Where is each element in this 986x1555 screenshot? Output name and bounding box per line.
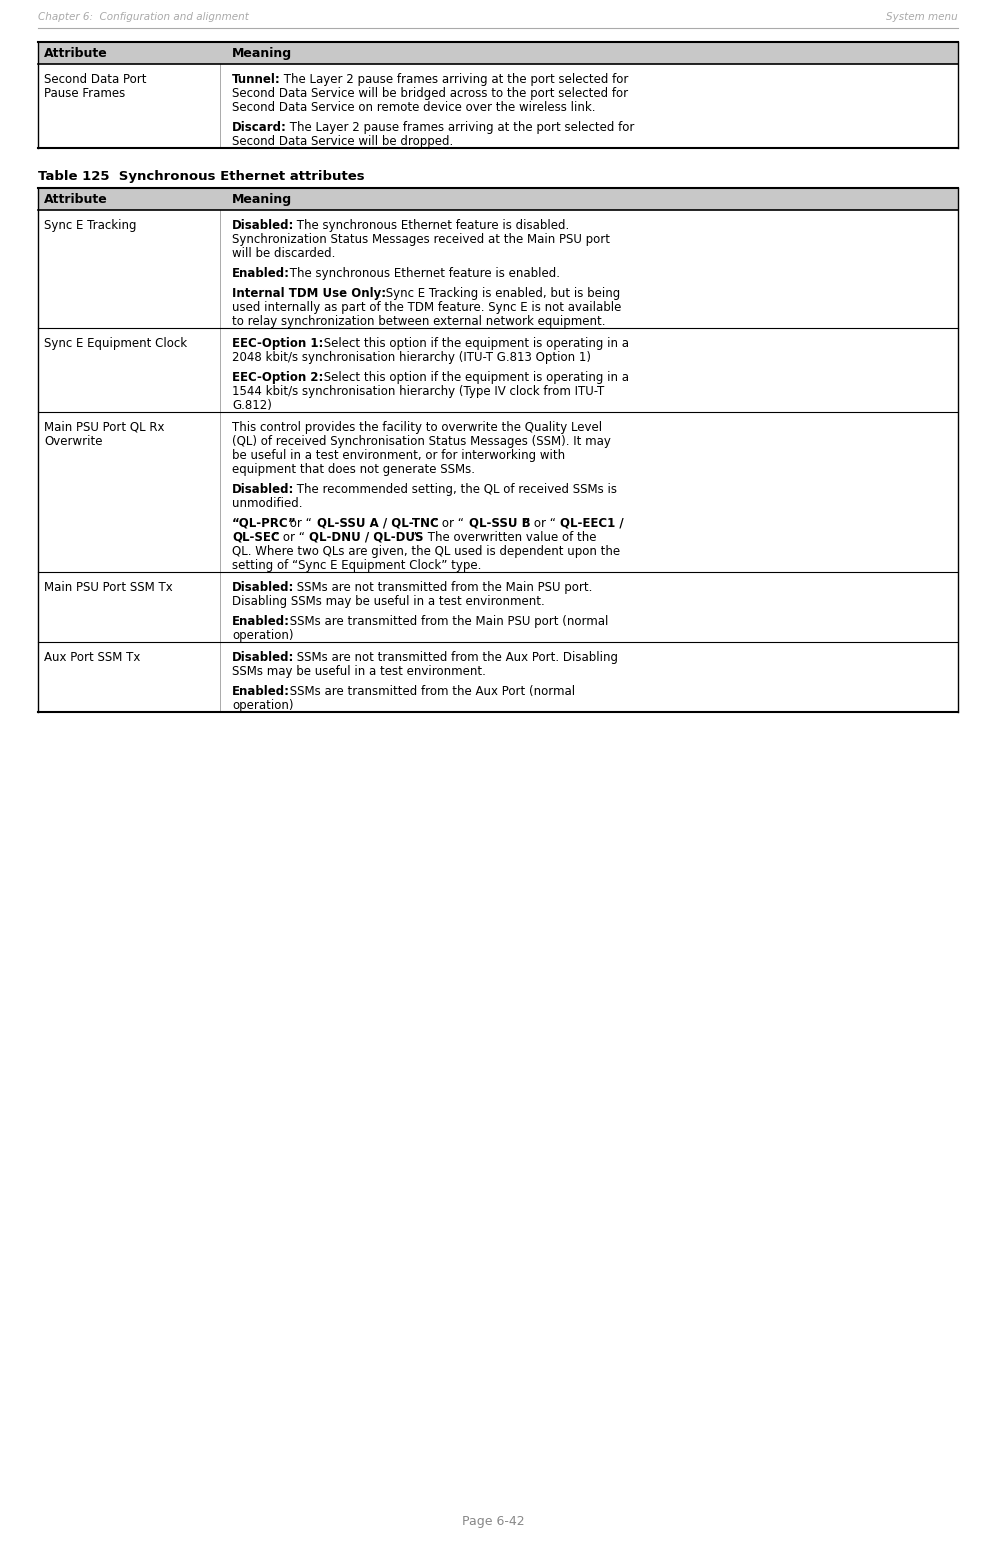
Text: unmodified.: unmodified.	[232, 498, 303, 510]
Text: Tunnel:: Tunnel:	[232, 73, 281, 86]
Text: Enabled:: Enabled:	[232, 686, 290, 698]
Text: ” or “: ” or “	[433, 516, 464, 530]
Text: EEC-Option 1:: EEC-Option 1:	[232, 337, 323, 350]
Text: used internally as part of the TDM feature. Sync E is not available: used internally as part of the TDM featu…	[232, 302, 621, 314]
Text: equipment that does not generate SSMs.: equipment that does not generate SSMs.	[232, 463, 475, 476]
Text: Meaning: Meaning	[232, 47, 292, 61]
Text: Internal TDM Use Only:: Internal TDM Use Only:	[232, 288, 387, 300]
Text: setting of “Sync E Equipment Clock” type.: setting of “Sync E Equipment Clock” type…	[232, 558, 481, 572]
Text: EEC-Option 2:: EEC-Option 2:	[232, 372, 323, 384]
Text: SSMs may be useful in a test environment.: SSMs may be useful in a test environment…	[232, 666, 486, 678]
Text: Second Data Service will be dropped.: Second Data Service will be dropped.	[232, 135, 454, 148]
Text: QL-EEC1 /: QL-EEC1 /	[560, 516, 624, 530]
Text: Enabled:: Enabled:	[232, 614, 290, 628]
Text: The Layer 2 pause frames arriving at the port selected for: The Layer 2 pause frames arriving at the…	[286, 121, 635, 134]
Text: G.812): G.812)	[232, 400, 272, 412]
Text: Main PSU Port QL Rx: Main PSU Port QL Rx	[44, 421, 165, 434]
Text: operation): operation)	[232, 700, 294, 712]
Text: ”:: ”:	[411, 530, 422, 544]
Text: Pause Frames: Pause Frames	[44, 87, 125, 100]
Text: This control provides the facility to overwrite the Quality Level: This control provides the facility to ov…	[232, 421, 602, 434]
Text: SSMs are transmitted from the Main PSU port (normal: SSMs are transmitted from the Main PSU p…	[286, 614, 608, 628]
Text: SSMs are not transmitted from the Main PSU port.: SSMs are not transmitted from the Main P…	[293, 582, 593, 594]
Text: Discard:: Discard:	[232, 121, 287, 134]
Text: The recommended setting, the QL of received SSMs is: The recommended setting, the QL of recei…	[293, 484, 617, 496]
Text: Select this option if the equipment is operating in a: Select this option if the equipment is o…	[320, 337, 629, 350]
Text: Table 125  Synchronous Ethernet attributes: Table 125 Synchronous Ethernet attribute…	[38, 169, 365, 183]
Text: Second Data Service on remote device over the wireless link.: Second Data Service on remote device ove…	[232, 101, 596, 114]
Text: ” or “: ” or “	[273, 530, 305, 544]
Text: QL-DNU / QL-DUS: QL-DNU / QL-DUS	[310, 530, 424, 544]
Text: 1544 kbit/s synchronisation hierarchy (Type IV clock from ITU-T: 1544 kbit/s synchronisation hierarchy (T…	[232, 386, 604, 398]
Text: “QL-PRC”: “QL-PRC”	[232, 516, 297, 530]
Text: QL-SSU B: QL-SSU B	[469, 516, 530, 530]
Text: SSMs are not transmitted from the Aux Port. Disabling: SSMs are not transmitted from the Aux Po…	[293, 652, 618, 664]
Bar	[38, 188, 958, 210]
Text: Select this option if the equipment is operating in a: Select this option if the equipment is o…	[320, 372, 629, 384]
Text: The synchronous Ethernet feature is disabled.: The synchronous Ethernet feature is disa…	[293, 219, 570, 232]
Text: System menu: System menu	[886, 12, 958, 22]
Text: QL. Where two QLs are given, the QL used is dependent upon the: QL. Where two QLs are given, the QL used…	[232, 544, 620, 558]
Text: or “: or “	[286, 516, 313, 530]
Text: Disabling SSMs may be useful in a test environment.: Disabling SSMs may be useful in a test e…	[232, 596, 544, 608]
Text: Meaning: Meaning	[232, 193, 292, 205]
Text: Sync E Tracking: Sync E Tracking	[44, 219, 136, 232]
Text: be useful in a test environment, or for interworking with: be useful in a test environment, or for …	[232, 449, 565, 462]
Text: Disabled:: Disabled:	[232, 484, 295, 496]
Text: ” or “: ” or “	[524, 516, 555, 530]
Text: Sync E Tracking is enabled, but is being: Sync E Tracking is enabled, but is being	[382, 288, 620, 300]
Text: SSMs are transmitted from the Aux Port (normal: SSMs are transmitted from the Aux Port (…	[286, 686, 576, 698]
Text: QL-SEC: QL-SEC	[232, 530, 280, 544]
Text: Disabled:: Disabled:	[232, 219, 295, 232]
Text: Attribute: Attribute	[44, 47, 107, 61]
Text: Disabled:: Disabled:	[232, 582, 295, 594]
Text: Second Data Port: Second Data Port	[44, 73, 147, 86]
Text: to relay synchronization between external network equipment.: to relay synchronization between externa…	[232, 316, 605, 328]
Text: will be discarded.: will be discarded.	[232, 247, 335, 260]
Text: Synchronization Status Messages received at the Main PSU port: Synchronization Status Messages received…	[232, 233, 610, 246]
Text: QL-SSU A / QL-TNC: QL-SSU A / QL-TNC	[317, 516, 439, 530]
Text: Enabled:: Enabled:	[232, 267, 290, 280]
Text: The overwritten value of the: The overwritten value of the	[424, 530, 597, 544]
Text: Sync E Equipment Clock: Sync E Equipment Clock	[44, 337, 187, 350]
Text: Overwrite: Overwrite	[44, 435, 103, 448]
Text: Chapter 6:  Configuration and alignment: Chapter 6: Configuration and alignment	[38, 12, 248, 22]
Text: Aux Port SSM Tx: Aux Port SSM Tx	[44, 652, 140, 664]
Text: Disabled:: Disabled:	[232, 652, 295, 664]
Text: Second Data Service will be bridged across to the port selected for: Second Data Service will be bridged acro…	[232, 87, 628, 100]
Text: Main PSU Port SSM Tx: Main PSU Port SSM Tx	[44, 582, 173, 594]
Text: Page 6-42: Page 6-42	[461, 1515, 525, 1529]
Text: The Layer 2 pause frames arriving at the port selected for: The Layer 2 pause frames arriving at the…	[280, 73, 628, 86]
Text: 2048 kbit/s synchronisation hierarchy (ITU-T G.813 Option 1): 2048 kbit/s synchronisation hierarchy (I…	[232, 351, 591, 364]
Text: Attribute: Attribute	[44, 193, 107, 205]
Text: (QL) of received Synchronisation Status Messages (SSM). It may: (QL) of received Synchronisation Status …	[232, 435, 611, 448]
Text: The synchronous Ethernet feature is enabled.: The synchronous Ethernet feature is enab…	[286, 267, 560, 280]
Text: operation): operation)	[232, 630, 294, 642]
Bar	[38, 42, 958, 64]
